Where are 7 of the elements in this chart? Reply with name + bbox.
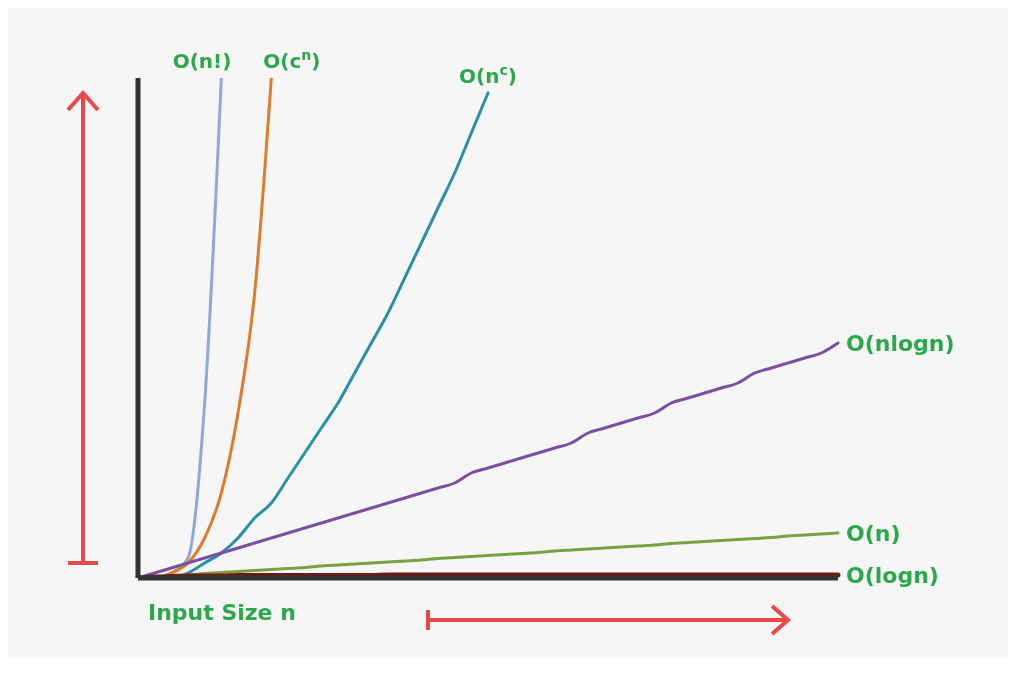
series-label: O(c$^{n}$) bbox=[263, 47, 321, 73]
series-label: O(n!) bbox=[172, 49, 232, 73]
series-label: O(logn) bbox=[846, 563, 939, 588]
series-label: O(n$^{c}$) bbox=[459, 62, 517, 88]
series-label: O(nlogn) bbox=[846, 331, 955, 356]
x-axis-title: Input Size n bbox=[148, 600, 296, 625]
series-label: O(n) bbox=[846, 521, 901, 546]
